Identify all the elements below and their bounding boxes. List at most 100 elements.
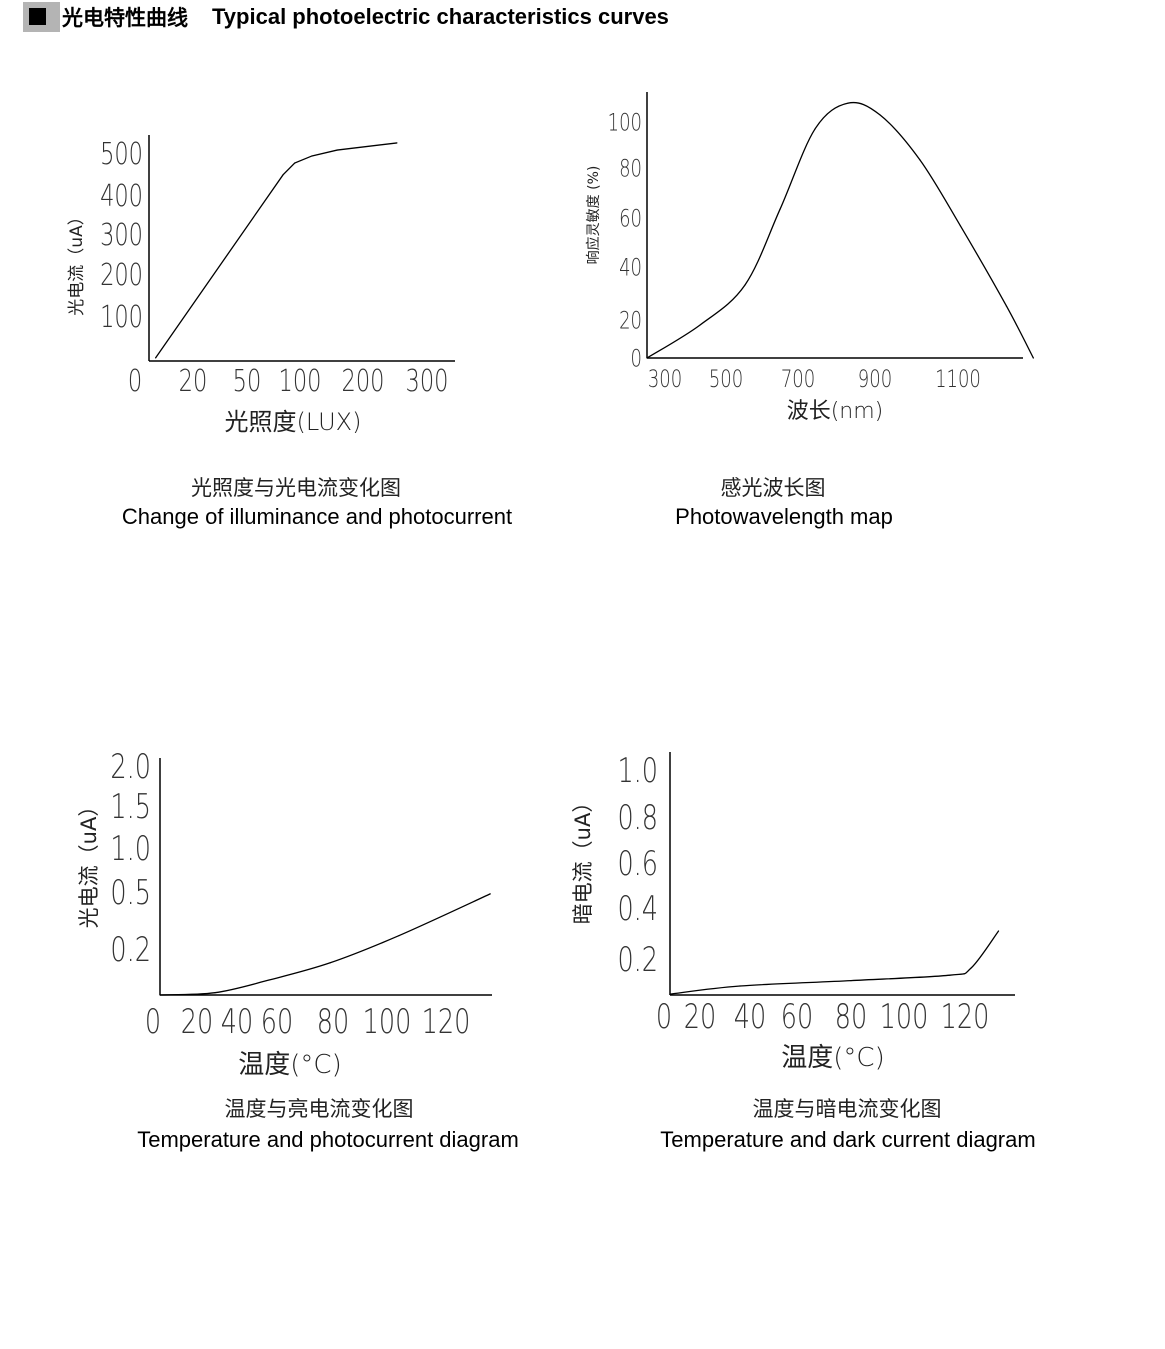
x-tick-label: 120 bbox=[941, 997, 990, 1037]
data-point-temp-photocurrent bbox=[268, 979, 270, 981]
x-tick-label: 0 bbox=[656, 997, 672, 1037]
x-tick-label: 200 bbox=[342, 364, 385, 399]
y-axis-label: 光电流（uA） bbox=[77, 796, 101, 929]
caption-en-illuminance: Change of illuminance and photocurrent bbox=[121, 504, 513, 529]
y-tick-label: 60 bbox=[619, 205, 642, 233]
data-point-illuminance bbox=[155, 357, 157, 359]
x-tick-label: 700 bbox=[781, 366, 815, 394]
data-point-wavelength bbox=[646, 357, 648, 359]
y-axis-label: 响应灵敏度 (%) bbox=[585, 166, 602, 265]
y-tick-label: 0.4 bbox=[617, 890, 658, 930]
caption-cn-temp-darkcurrent: 温度与暗电流变化图 bbox=[752, 1097, 942, 1121]
y-tick-label: 0.8 bbox=[617, 799, 658, 839]
x-tick-label: 900 bbox=[858, 366, 892, 394]
y-tick-label: 100 bbox=[100, 300, 143, 335]
data-point-wavelength bbox=[744, 284, 746, 286]
x-tick-label: 300 bbox=[648, 366, 682, 394]
curve-illuminance bbox=[155, 142, 397, 359]
data-point-temp-photocurrent bbox=[398, 935, 400, 937]
x-tick-label: 60 bbox=[261, 1002, 293, 1042]
curve-wavelength bbox=[646, 101, 1034, 359]
data-point-illuminance bbox=[311, 155, 313, 157]
curve-temp-photocurrent bbox=[159, 893, 491, 996]
data-point-wavelength bbox=[814, 128, 816, 130]
data-point-wavelength bbox=[1005, 305, 1008, 307]
data-point-temp-darkcurrent bbox=[949, 974, 951, 976]
x-tick-label: 40 bbox=[221, 1002, 253, 1042]
y-tick-label: 0.6 bbox=[617, 845, 658, 885]
caption-cn-temp-photocurrent: 温度与亮电流变化图 bbox=[224, 1097, 414, 1121]
y-tick-label: 300 bbox=[100, 218, 143, 253]
y-tick-label: 0 bbox=[631, 345, 642, 373]
x-tick-label: 1100 bbox=[935, 366, 981, 394]
header-title-cn: 光电特性曲线 bbox=[62, 6, 188, 30]
y-tick-label: 1.0 bbox=[110, 830, 151, 870]
y-tick-label: 0.2 bbox=[110, 931, 151, 971]
data-point-wavelength bbox=[1032, 357, 1034, 359]
y-tick-label: 100 bbox=[608, 109, 642, 137]
caption-en-temp-darkcurrent: Temperature and dark current diagram bbox=[660, 1127, 1036, 1152]
y-tick-label: 500 bbox=[100, 137, 143, 172]
section-header: 光电特性曲线 Typical photoelectric characteris… bbox=[23, 2, 669, 32]
y-tick-label: 200 bbox=[100, 258, 143, 293]
data-point-temp-photocurrent bbox=[214, 992, 216, 994]
y-axis-label: 光电流（uA） bbox=[67, 208, 87, 315]
data-point-temp-darkcurrent bbox=[669, 993, 671, 995]
header-title-en: Typical photoelectric characteristics cu… bbox=[212, 4, 669, 29]
data-point-wavelength bbox=[879, 114, 881, 116]
black-square-icon bbox=[29, 8, 46, 25]
data-point-illuminance bbox=[336, 149, 338, 151]
y-tick-label: 40 bbox=[619, 254, 642, 282]
x-tick-label: 40 bbox=[734, 997, 766, 1037]
y-tick-label: 400 bbox=[100, 179, 143, 214]
data-point-illuminance bbox=[396, 142, 398, 144]
x-axis-label: 温度(°C) bbox=[238, 1050, 341, 1080]
x-tick-label: 100 bbox=[279, 364, 322, 399]
caption-en-temp-photocurrent: Temperature and photocurrent diagram bbox=[137, 1127, 519, 1152]
x-axis-label: 光照度(LUX) bbox=[225, 408, 362, 436]
data-point-temp-darkcurrent bbox=[850, 980, 852, 982]
x-tick-label: 0 bbox=[145, 1002, 161, 1042]
caption-cn-wavelength: 感光波长图 bbox=[720, 476, 826, 500]
y-tick-label: 80 bbox=[619, 155, 642, 183]
y-tick-label: 1.0 bbox=[617, 752, 658, 792]
x-tick-label: 20 bbox=[684, 997, 716, 1037]
x-tick-label: 0 bbox=[128, 364, 142, 399]
x-tick-label: 50 bbox=[233, 364, 262, 399]
data-point-wavelength bbox=[847, 102, 849, 104]
y-axis-label: 暗电流（uA） bbox=[571, 792, 595, 925]
x-tick-label: 100 bbox=[363, 1002, 412, 1042]
x-axis-label: 波长(nm) bbox=[787, 399, 884, 424]
data-point-wavelength bbox=[959, 225, 962, 227]
x-tick-label: 20 bbox=[181, 1002, 213, 1042]
data-point-temp-darkcurrent bbox=[997, 930, 1000, 932]
x-tick-label: 80 bbox=[835, 997, 867, 1037]
x-tick-label: 80 bbox=[317, 1002, 349, 1042]
x-tick-label: 100 bbox=[880, 997, 929, 1037]
data-point-wavelength bbox=[779, 208, 781, 210]
x-tick-label: 300 bbox=[406, 364, 449, 399]
data-point-wavelength bbox=[699, 324, 701, 326]
x-tick-label: 60 bbox=[781, 997, 813, 1037]
y-tick-label: 20 bbox=[619, 307, 642, 335]
data-point-temp-darkcurrent bbox=[739, 985, 741, 987]
bullet-box bbox=[23, 2, 60, 32]
data-point-temp-darkcurrent bbox=[970, 967, 972, 969]
data-point-illuminance bbox=[282, 174, 284, 176]
x-tick-label: 120 bbox=[422, 1002, 471, 1042]
caption-cn-illuminance: 光照度与光电流变化图 bbox=[191, 476, 401, 500]
data-point-wavelength bbox=[919, 159, 921, 161]
y-tick-label: 2.0 bbox=[110, 748, 151, 788]
x-tick-label: 20 bbox=[179, 364, 208, 399]
y-tick-label: 0.5 bbox=[110, 874, 151, 914]
x-tick-label: 500 bbox=[709, 366, 743, 394]
data-point-illuminance bbox=[294, 162, 296, 164]
x-axis-label: 温度(°C) bbox=[781, 1043, 884, 1073]
data-point-temp-photocurrent bbox=[489, 893, 491, 895]
data-point-temp-photocurrent bbox=[159, 994, 161, 996]
curve-temp-darkcurrent bbox=[669, 930, 1000, 995]
data-point-temp-photocurrent bbox=[329, 962, 331, 964]
y-tick-label: 0.2 bbox=[617, 941, 658, 981]
y-tick-label: 1.5 bbox=[110, 788, 151, 828]
